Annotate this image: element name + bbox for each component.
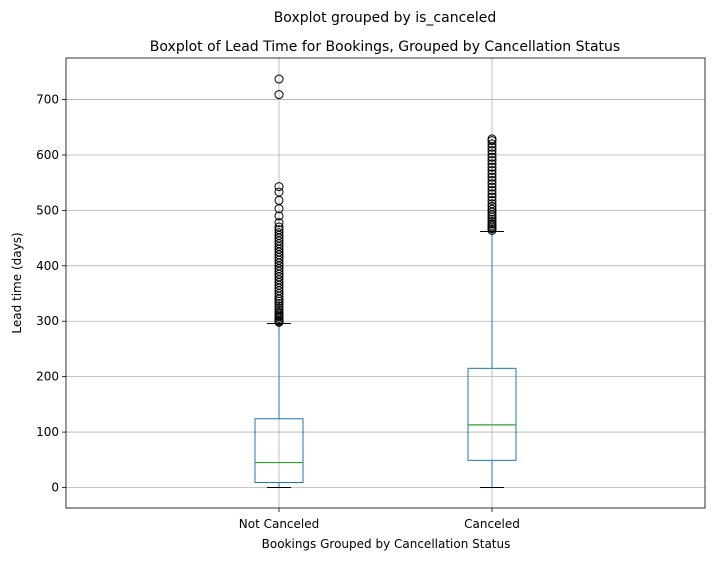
outlier-point bbox=[274, 182, 284, 192]
outlier-point bbox=[487, 192, 497, 202]
outlier-point bbox=[487, 216, 497, 226]
outlier-point bbox=[274, 301, 284, 311]
x-tick-label: Not Canceled bbox=[239, 517, 320, 531]
outlier-point bbox=[487, 202, 497, 212]
outlier-point bbox=[274, 305, 284, 315]
outlier-point bbox=[274, 303, 284, 313]
outlier-point bbox=[487, 166, 497, 175]
box-layer bbox=[254, 74, 517, 488]
y-axis-label: Lead time (days) bbox=[10, 232, 24, 333]
outlier-point bbox=[274, 228, 284, 238]
outlier-point bbox=[274, 187, 284, 197]
outlier-point bbox=[487, 169, 497, 179]
outlier-point bbox=[487, 204, 497, 214]
outlier-point bbox=[274, 225, 284, 235]
outlier-point bbox=[274, 218, 284, 228]
outlier-point bbox=[487, 195, 497, 205]
iqr-box bbox=[254, 418, 304, 484]
outlier-point bbox=[274, 222, 284, 232]
chart-suptitle: Boxplot grouped by is_canceled bbox=[274, 10, 497, 26]
y-tick-label: 0 bbox=[51, 480, 59, 494]
outlier-point bbox=[487, 149, 497, 159]
outlier-point bbox=[487, 182, 497, 192]
outlier-point bbox=[487, 152, 497, 162]
outlier-point bbox=[487, 156, 497, 166]
y-tick-label: 700 bbox=[36, 93, 59, 107]
outlier-point bbox=[274, 299, 284, 309]
outlier-point bbox=[487, 172, 497, 182]
x-tick-label: Canceled bbox=[464, 517, 520, 531]
y-tick-label: 300 bbox=[36, 314, 59, 328]
y-tick-label: 100 bbox=[36, 425, 59, 439]
y-tick-label: 200 bbox=[36, 370, 59, 384]
outlier-point bbox=[487, 146, 497, 156]
iqr-box bbox=[467, 367, 517, 461]
outlier-point bbox=[487, 189, 497, 199]
outlier-point bbox=[487, 219, 497, 229]
y-tick-label: 400 bbox=[36, 259, 59, 273]
plot-frame bbox=[65, 57, 706, 509]
outlier-point bbox=[274, 90, 284, 100]
outlier-point bbox=[487, 134, 497, 144]
outlier-point bbox=[274, 211, 284, 221]
outlier-point bbox=[487, 162, 497, 172]
outlier-point bbox=[487, 185, 497, 195]
outlier-point bbox=[274, 307, 284, 317]
outlier-point bbox=[487, 139, 497, 149]
y-tick-label: 600 bbox=[36, 148, 59, 162]
outlier-point bbox=[487, 214, 497, 224]
outlier-point bbox=[487, 175, 497, 185]
outlier-point bbox=[487, 159, 497, 169]
outlier-point bbox=[274, 74, 284, 84]
chart-title: Boxplot of Lead Time for Bookings, Group… bbox=[150, 39, 620, 55]
axis-layer: 0 100 200 300 400 500 600 700 Not Canceled Cancel… bbox=[36, 57, 706, 531]
outlier-point bbox=[487, 199, 497, 209]
outlier-point bbox=[487, 179, 497, 189]
y-tick-label: 500 bbox=[36, 203, 59, 217]
x-axis-label: Bookings Grouped by Cancellation Status bbox=[262, 537, 511, 551]
grid-layer bbox=[66, 58, 705, 508]
